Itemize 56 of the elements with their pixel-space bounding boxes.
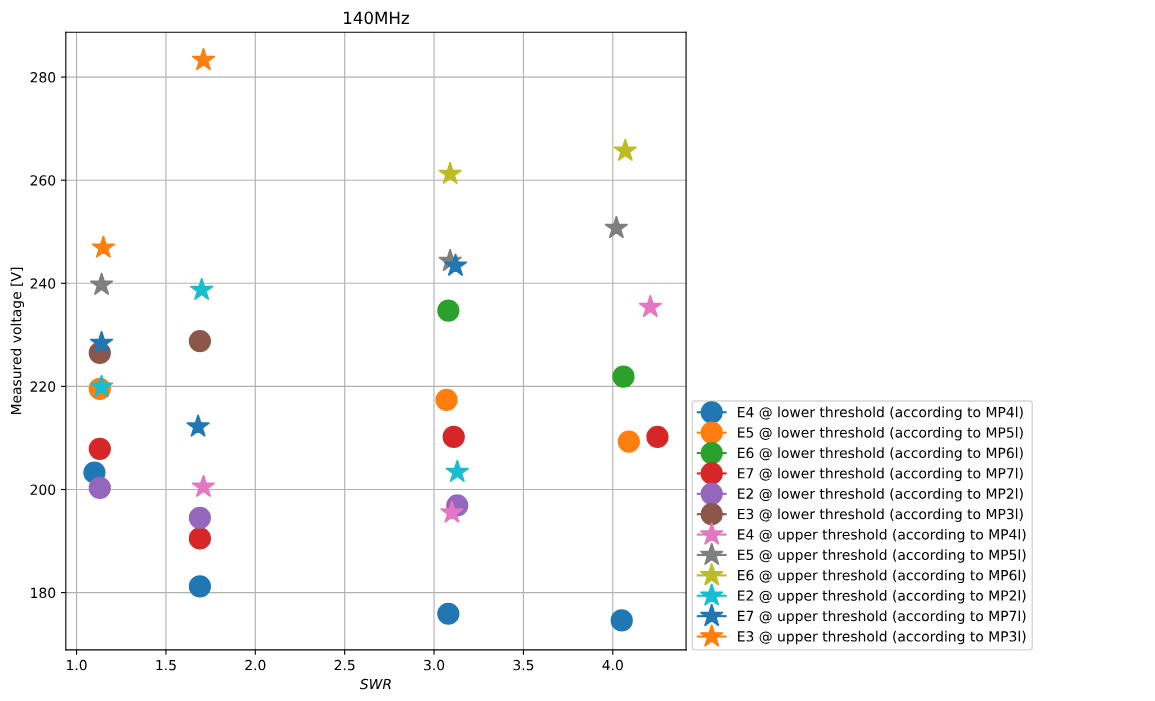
point [437,602,460,625]
legend-label: E4 @ upper threshold (according to MP4l) [738,528,1026,543]
legend-label: E5 @ lower threshold (according to MP5l) [738,426,1023,441]
legend-label: E7 @ lower threshold (according to MP7l) [738,467,1023,482]
point [188,527,212,550]
legend-label: E6 @ upper threshold (according to MP6l) [738,569,1026,584]
point [186,414,211,437]
point [443,253,468,277]
legend-label: E6 @ lower threshold (according to MP6l) [738,447,1023,461]
chart-title: 140MHz [344,11,409,25]
legend-label: E4 @ lower threshold (according to MP4l) [738,406,1023,421]
point [445,459,470,483]
x-tick-label: 2.0 [245,659,266,671]
legend-label: E3 @ lower threshold (according to MP3l) [738,508,1023,522]
x-tick-label: 3.5 [513,659,534,671]
point [89,330,114,354]
x-axis-title: SWR [359,678,391,690]
x-tick-label: 3.0 [424,659,445,671]
point [646,425,669,449]
point [437,299,460,322]
point [88,476,111,500]
x-tick-label: 1.5 [156,659,176,671]
point [617,430,640,453]
y-tick-label: 220 [30,381,56,392]
point [89,272,114,296]
point [613,138,638,162]
legend-label: E7 @ upper threshold (according to MP7l) [738,610,1026,624]
y-tick-label: 280 [30,72,56,83]
legend-label: E2 @ upper threshold (according to MP2l) [738,590,1026,604]
point [191,47,216,71]
y-tick-label: 260 [30,175,56,186]
y-axis-title: Measured voltage [V] [10,267,25,415]
point [442,425,465,449]
point [435,388,458,411]
legend-label: E5 @ upper threshold (according to MP5l) [738,549,1026,563]
x-tick-label: 1.0 [67,659,87,671]
point [189,277,214,301]
point [188,575,212,598]
y-tick-label: 240 [30,278,56,289]
point [188,506,212,529]
point [604,215,629,239]
point [88,437,111,460]
point [188,329,212,353]
y-tick-label: 180 [31,587,56,599]
y-tick-label: 200 [30,484,56,495]
x-tick-label: 4.0 [602,659,623,671]
point [612,365,635,388]
point [638,294,663,318]
legend-label: E2 @ lower threshold (according to MP2l) [738,488,1023,502]
x-tick-label: 2.5 [334,659,355,671]
legend-label: E3 @ upper threshold (according to MP3l) [738,630,1026,645]
point [439,500,464,523]
point [610,609,633,632]
point [191,474,216,498]
point [438,161,463,185]
point [91,235,116,258]
